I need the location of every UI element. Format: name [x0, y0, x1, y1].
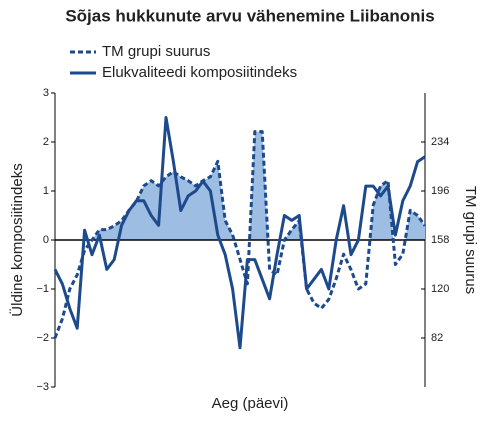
area: [55, 131, 425, 240]
legend-label: Elukvaliteedi komposiitindeks: [102, 64, 297, 81]
x-axis-label: Aeg (päevi): [212, 395, 289, 412]
line: [53, 130, 427, 339]
y2-tick-label: 158: [431, 234, 449, 246]
chart-title: Sõjas hukkunute arvu vähenemine Liibanon…: [65, 6, 434, 25]
y-tick-label: 2: [43, 136, 49, 148]
legend-label: TM grupi suurus: [102, 43, 210, 60]
y-axis-label: Üldine komposiitindeks: [8, 163, 26, 316]
y2-tick-label: 234: [431, 136, 449, 148]
y-tick-label: −3: [36, 381, 49, 393]
y2-tick-label: 196: [431, 185, 449, 197]
y-tick-label: −1: [36, 283, 49, 295]
y-tick-label: 1: [43, 185, 49, 197]
y2-tick-label: 82: [431, 332, 443, 344]
y2-axis-label: TM grupi suurus: [462, 186, 479, 294]
y2-tick-label: 120: [431, 283, 449, 295]
y-tick-label: 0: [43, 234, 49, 246]
line: [53, 116, 426, 350]
y-tick-label: 3: [43, 87, 49, 99]
y-tick-label: −2: [36, 332, 49, 344]
